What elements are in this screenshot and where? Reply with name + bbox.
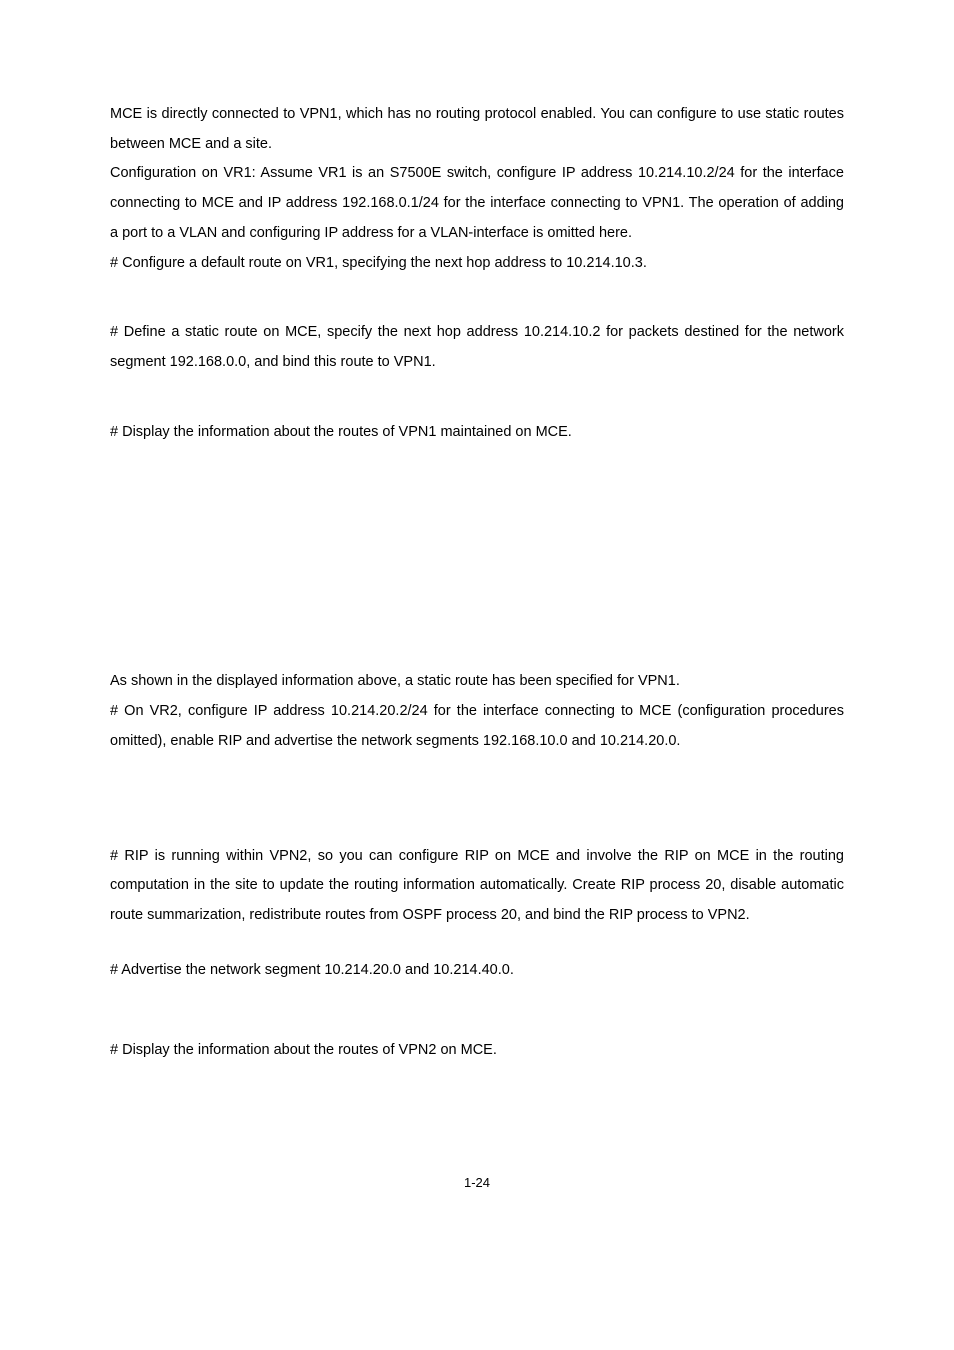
paragraph: # Advertise the network segment 10.214.2… — [110, 956, 844, 986]
paragraph: # On VR2, configure IP address 10.214.20… — [110, 697, 844, 756]
paragraph: Configuration on VR1: Assume VR1 is an S… — [110, 159, 844, 248]
paragraph: # Define a static route on MCE, specify … — [110, 318, 844, 377]
paragraph: # Configure a default route on VR1, spec… — [110, 249, 844, 279]
paragraph: # Display the information about the rout… — [110, 418, 844, 448]
page-number: 1-24 — [110, 1175, 844, 1190]
document-page: MCE is directly connected to VPN1, which… — [0, 0, 954, 1250]
paragraph: # Display the information about the rout… — [110, 1036, 844, 1066]
paragraph: As shown in the displayed information ab… — [110, 667, 844, 697]
paragraph: # RIP is running within VPN2, so you can… — [110, 842, 844, 931]
paragraph: MCE is directly connected to VPN1, which… — [110, 100, 844, 159]
